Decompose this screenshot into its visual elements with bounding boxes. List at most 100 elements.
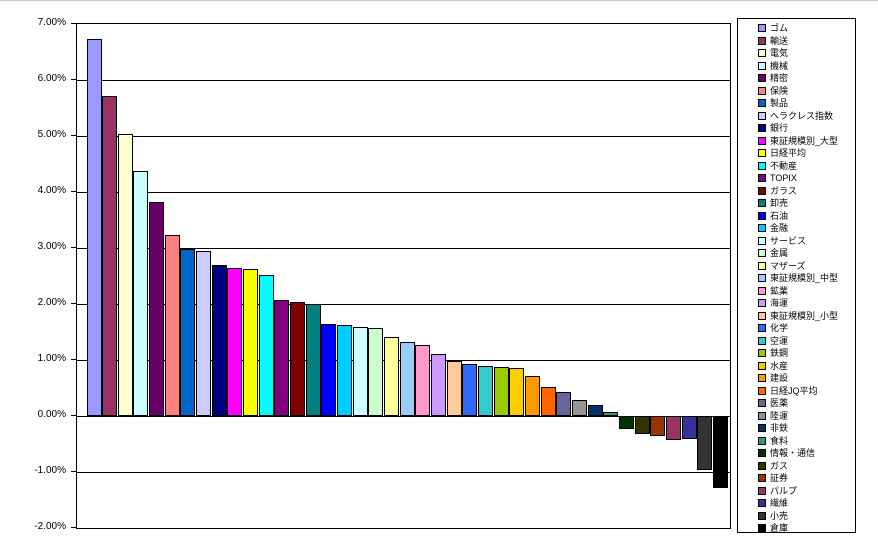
y-axis-label: 0.00%	[37, 409, 66, 420]
bar	[243, 268, 259, 416]
legend-label: 精密	[770, 73, 789, 84]
legend-color-swatch-icon	[758, 24, 766, 33]
y-axis-label: -1.00%	[34, 465, 66, 476]
legend-color-swatch-icon	[758, 511, 766, 520]
legend-item: 空運	[758, 335, 855, 348]
legend-color-swatch-icon	[758, 99, 766, 108]
bar	[368, 327, 384, 416]
bar	[258, 275, 274, 416]
y-axis-tick	[71, 303, 77, 304]
legend-label: 水産	[770, 360, 789, 371]
legend-item: サービス	[758, 235, 855, 248]
legend-label: 鉱業	[770, 285, 789, 296]
legend-color-swatch-icon	[758, 499, 766, 508]
legend-label: サービス	[770, 235, 807, 246]
legend-color-swatch-icon	[758, 374, 766, 383]
bar	[556, 391, 572, 416]
legend-color-swatch-icon	[758, 86, 766, 95]
bar	[384, 337, 400, 416]
bar	[102, 96, 118, 416]
legend-color-swatch-icon	[758, 449, 766, 458]
legend-item: 鉱業	[758, 285, 855, 298]
bar	[478, 366, 493, 416]
legend-item: マザーズ	[758, 260, 855, 273]
bar	[712, 416, 728, 488]
legend-label: 海運	[770, 298, 789, 309]
legend-item: ガス	[758, 460, 855, 473]
legend-label: TOPIX	[770, 173, 797, 184]
legend-label: 不動産	[770, 160, 798, 171]
legend-label: マザーズ	[770, 260, 806, 271]
legend-color-swatch-icon	[758, 174, 766, 183]
bar	[462, 364, 478, 416]
legend-item: 日経JQ平均	[758, 385, 855, 398]
legend-item: 卸売	[758, 197, 855, 210]
legend-color-swatch-icon	[758, 211, 766, 220]
bar	[415, 344, 431, 416]
legend-color-swatch-icon	[758, 386, 766, 395]
bar	[571, 400, 587, 416]
legend-item: 石油	[758, 210, 855, 223]
y-gridline	[77, 415, 730, 417]
y-gridline	[77, 191, 730, 193]
legend-label: 食料	[770, 435, 789, 446]
y-axis-label: 7.00%	[37, 17, 66, 28]
legend-label: 東証規模別_小型	[770, 310, 839, 321]
legend-color-swatch-icon	[758, 461, 766, 470]
legend-label: 金融	[770, 223, 789, 234]
bar	[493, 366, 509, 416]
legend-color-swatch-icon	[758, 236, 766, 245]
bar	[509, 367, 525, 416]
legend-item: 鉄鋼	[758, 347, 855, 360]
bar	[196, 250, 212, 416]
legend: ゴム 輸送 電気 機械 精密 保険 製品 ヘラクレス指数 銀行 東証規模別_大型 日経平均 不動産 TO…	[737, 18, 856, 533]
bar	[446, 361, 462, 416]
legend-label: 建設	[770, 373, 789, 384]
legend-item: 東証規模別_小型	[758, 310, 855, 323]
legend-item: 銀行	[758, 122, 855, 135]
y-axis-tick	[71, 23, 77, 24]
legend-color-swatch-icon	[758, 336, 766, 345]
y-axis-tick	[71, 359, 77, 360]
legend-label: 化学	[770, 323, 789, 334]
legend-item: 繊維	[758, 497, 855, 510]
legend-label: 保険	[770, 85, 789, 96]
legend-item: 精密	[758, 72, 855, 85]
legend-color-swatch-icon	[758, 249, 766, 258]
legend-item: ゴム	[758, 22, 855, 35]
legend-color-swatch-icon	[758, 124, 766, 133]
legend-item: 機械	[758, 60, 855, 73]
legend-color-swatch-icon	[758, 149, 766, 158]
y-gridline	[77, 135, 730, 137]
legend-label: 石油	[770, 210, 789, 221]
bar	[211, 265, 227, 416]
legend-color-swatch-icon	[758, 286, 766, 295]
legend-item: 医薬	[758, 397, 855, 410]
bar	[352, 326, 368, 416]
legend-color-swatch-icon	[758, 424, 766, 433]
legend-label: 東証規模別_中型	[770, 273, 839, 284]
legend-color-swatch-icon	[758, 349, 766, 358]
legend-item: 東証規模別_中型	[758, 272, 855, 285]
legend-item: 輸送	[758, 35, 855, 48]
legend-item: 不動産	[758, 160, 855, 173]
y-gridline	[77, 79, 730, 81]
y-axis-label: -2.00%	[34, 521, 66, 532]
bar	[697, 416, 713, 471]
y-gridline	[77, 471, 730, 473]
legend-label: 陸運	[770, 410, 789, 421]
legend-color-swatch-icon	[758, 261, 766, 270]
bar	[524, 375, 540, 416]
legend-label: 銀行	[770, 123, 789, 134]
y-axis-tick	[71, 247, 77, 248]
y-axis-label: 5.00%	[37, 129, 66, 140]
legend-label: 機械	[770, 60, 789, 71]
legend-item: 食料	[758, 435, 855, 448]
y-axis-tick	[71, 471, 77, 472]
legend-item: 情報・通信	[758, 447, 855, 460]
y-axis-tick	[71, 135, 77, 136]
legend-color-swatch-icon	[758, 361, 766, 370]
legend-item: 保険	[758, 85, 855, 98]
y-axis-tick	[71, 527, 77, 528]
legend-item: 小売	[758, 510, 855, 523]
